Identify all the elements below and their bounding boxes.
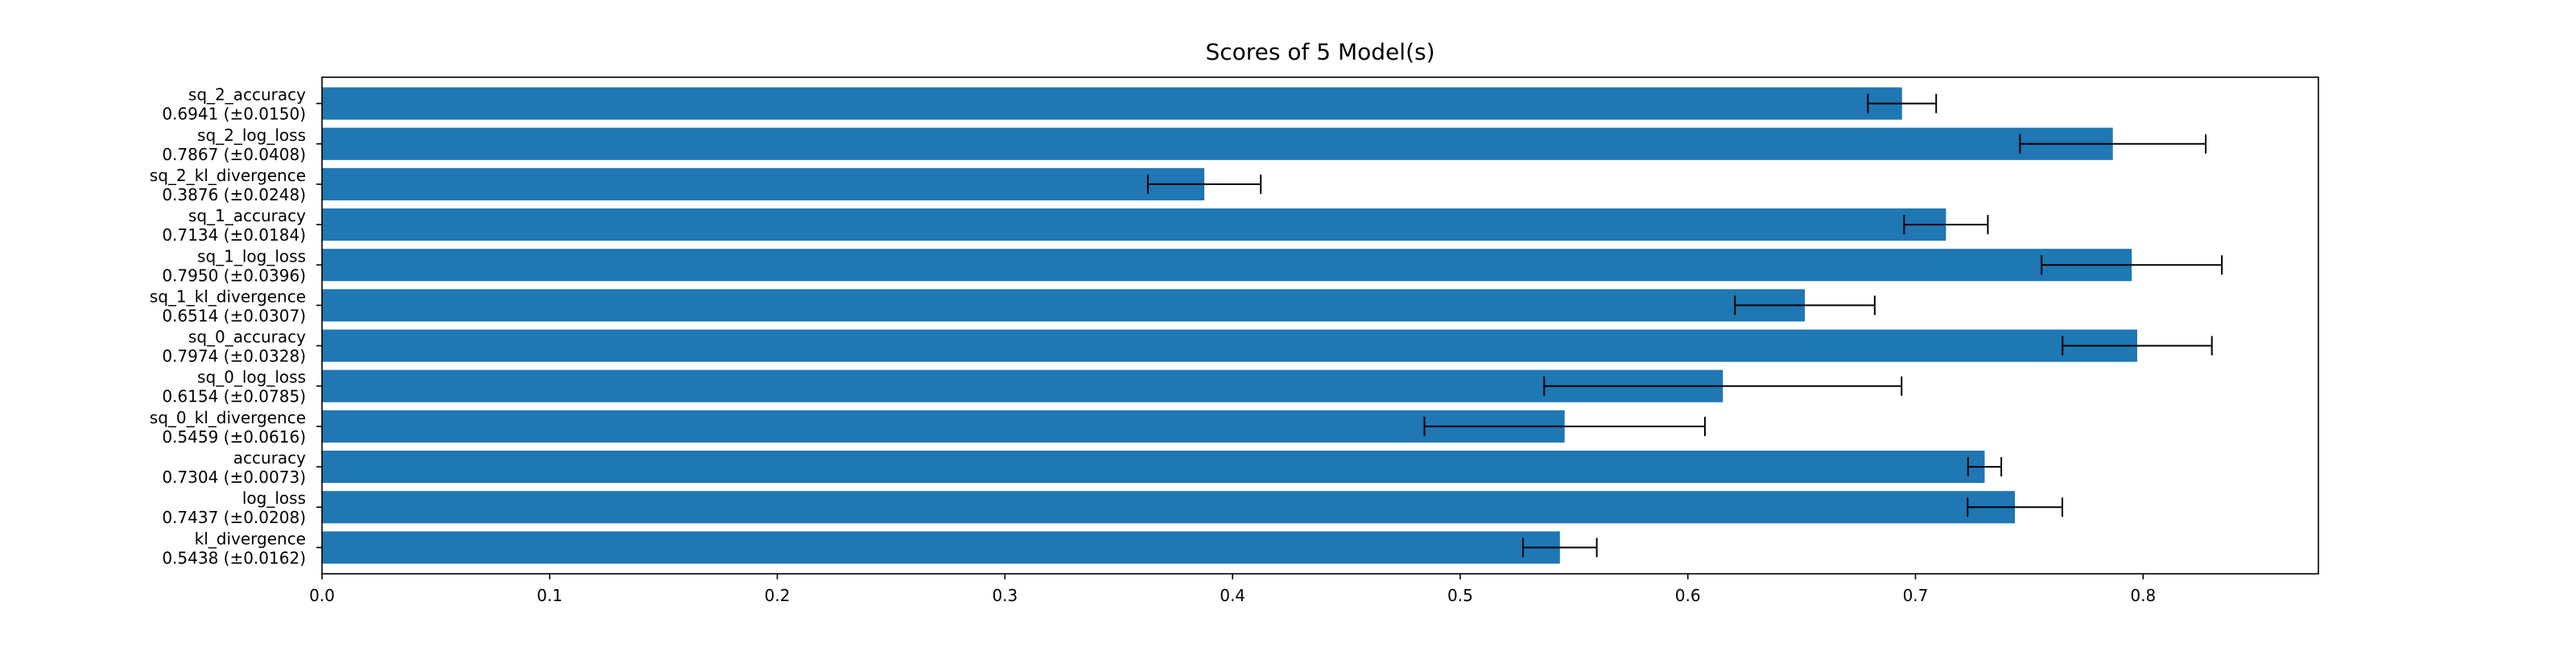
y-tick-label-score: 0.6514 (±0.0307) (162, 306, 306, 325)
y-tick-label-name: sq_2_kl_divergence (150, 166, 306, 185)
y-tick-label-score: 0.5438 (±0.0162) (162, 548, 306, 567)
chart-title: Scores of 5 Model(s) (1205, 39, 1435, 65)
y-tick-label-name: sq_2_accuracy (188, 85, 306, 105)
error-bar-sq-2-kl-divergence (1146, 174, 1262, 194)
x-tick-label: 0.3 (992, 586, 1018, 605)
bar-sq-2-kl-divergence (322, 167, 1205, 200)
y-tick-label-score: 0.6941 (±0.0150) (162, 105, 306, 124)
x-tick-label: 0.6 (1675, 586, 1701, 605)
y-tick-label-score: 0.7867 (±0.0408) (162, 145, 306, 164)
y-tick-label-name: sq_0_kl_divergence (150, 408, 306, 427)
y-tick-label-name: sq_2_log_loss (197, 126, 306, 145)
bar-accuracy (322, 451, 1985, 484)
error-bar-sq-0-kl-divergence (1423, 416, 1706, 436)
y-tick-label-name: sq_1_log_loss (197, 246, 306, 266)
x-tick-label: 0.4 (1220, 586, 1245, 605)
error-bar-sq-1-kl-divergence (1734, 295, 1876, 315)
x-tick-label: 0.5 (1447, 586, 1473, 605)
bar-sq-0-log-loss (322, 369, 1724, 402)
x-axis: 0.0 0.1 0.2 0.3 0.4 0.5 0.6 0.7 0.8 (309, 574, 2156, 605)
bar-sq-2-accuracy (322, 87, 1902, 120)
error-bar-sq-0-accuracy (2062, 336, 2213, 356)
y-tick-label-score: 0.3876 (±0.0248) (162, 185, 306, 204)
bars-layer (322, 87, 2137, 564)
error-bar-accuracy (1967, 457, 2003, 477)
y-tick-label-name: log_loss (242, 488, 306, 508)
y-tick-label-score: 0.7304 (±0.0073) (162, 468, 306, 487)
y-tick-label-name: sq_1_accuracy (188, 206, 306, 225)
x-tick-label: 0.7 (1903, 586, 1929, 605)
bar-sq-0-kl-divergence (322, 410, 1565, 443)
bar-sq-2-log-loss (322, 127, 2113, 160)
error-bar-sq-1-accuracy (1903, 215, 1989, 235)
y-tick-label-name: accuracy (233, 448, 306, 468)
y-tick-label-score: 0.7134 (±0.0184) (162, 225, 306, 245)
error-bars-layer (1146, 93, 2223, 558)
y-tick-label-score: 0.6154 (±0.0785) (162, 387, 306, 406)
y-tick-label-score: 0.7437 (±0.0208) (162, 508, 306, 527)
bar-kl-divergence (322, 531, 1560, 564)
y-tick-label-name: sq_1_kl_divergence (150, 286, 306, 306)
y-tick-label-name: sq_0_log_loss (197, 368, 306, 387)
bar-sq-0-accuracy (322, 329, 2137, 362)
bar-log-loss (322, 491, 2016, 524)
error-bar-sq-2-log-loss (2019, 134, 2207, 154)
bar-sq-1-log-loss (322, 249, 2132, 282)
bar-sq-1-kl-divergence (322, 289, 1806, 322)
error-bar-sq-1-log-loss (2041, 255, 2223, 275)
bar-sq-1-accuracy (322, 208, 1946, 241)
error-bar-sq-0-log-loss (1543, 376, 1903, 396)
x-tick-label: 0.2 (765, 586, 791, 605)
x-tick-label: 0.8 (2130, 586, 2156, 605)
x-tick-label: 0.0 (309, 586, 335, 605)
y-tick-label-name: kl_divergence (195, 529, 306, 548)
error-bar-log-loss (1967, 497, 2063, 517)
x-tick-label: 0.1 (537, 586, 563, 605)
plot-frame (321, 76, 2319, 575)
y-tick-label-score: 0.5459 (±0.0616) (162, 427, 306, 447)
error-bar-kl-divergence (1521, 538, 1598, 558)
y-tick-label-score: 0.7974 (±0.0328) (162, 347, 306, 366)
y-tick-label-score: 0.7950 (±0.0396) (162, 266, 306, 285)
error-bar-sq-2-accuracy (1867, 93, 1938, 113)
y-tick-label-name: sq_0_accuracy (188, 328, 306, 347)
